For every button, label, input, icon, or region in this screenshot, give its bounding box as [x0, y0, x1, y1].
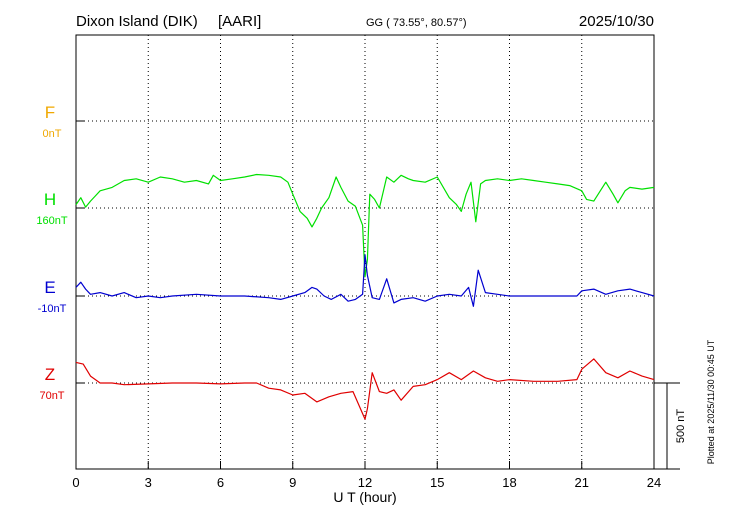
x-tick-label: 9 [289, 475, 296, 490]
component-letter-F: F [45, 103, 55, 122]
x-axis-label: U T (hour) [333, 489, 396, 505]
x-axis: 0 3 6 9 12 15 18 21 24 [72, 461, 661, 490]
component-baseline-F: 0nT [43, 128, 62, 140]
x-tick-label: 21 [575, 475, 589, 490]
scale-bar: 500 nT [654, 382, 687, 470]
coords-label: GG ( 73.55°, 80.57°) [366, 17, 467, 29]
x-tick-label: 18 [502, 475, 516, 490]
component-baseline-H: 160nT [36, 215, 67, 227]
grid [76, 35, 654, 469]
institute-label: [AARI] [218, 13, 261, 30]
component-labels: F 0nT H 160nT E -10nT Z 70nT [36, 103, 67, 402]
scale-label: 500 nT [675, 409, 687, 444]
component-letter-E: E [44, 278, 55, 297]
series-line-E [75, 254, 655, 307]
series-group [75, 173, 655, 420]
x-tick-label: 6 [217, 475, 224, 490]
plotted-at: Plotted at 2025/11/30 00:45 UT [706, 339, 716, 464]
component-letter-H: H [44, 190, 56, 209]
component-baseline-Z: 70nT [39, 390, 64, 402]
x-tick-label: 24 [647, 475, 661, 490]
x-tick-label: 3 [145, 475, 152, 490]
date-label: 2025/10/30 [579, 13, 654, 30]
x-tick-label: 12 [358, 475, 372, 490]
component-baseline-E: -10nT [38, 303, 67, 315]
x-tick-label: 15 [430, 475, 444, 490]
x-tick-label: 0 [72, 475, 79, 490]
series-line-Z [75, 358, 655, 420]
station-title: Dixon Island (DIK) [76, 13, 198, 30]
component-letter-Z: Z [45, 365, 55, 384]
